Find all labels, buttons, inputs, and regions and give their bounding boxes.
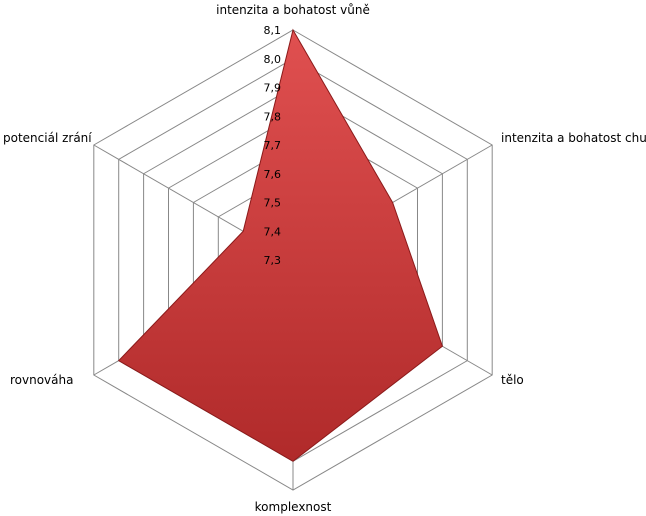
series-area bbox=[117, 28, 443, 462]
category-label: tělo bbox=[501, 373, 524, 387]
radar-category-labels: intenzita a bohatost vůně intenzita a boh… bbox=[3, 3, 646, 514]
category-label: rovnováha bbox=[10, 373, 73, 387]
tick-label: 7,9 bbox=[264, 82, 282, 95]
tick-label: 8,1 bbox=[264, 24, 282, 37]
category-label: komplexnost bbox=[255, 500, 332, 514]
tick-label: 7,4 bbox=[264, 225, 282, 238]
tick-label: 7,3 bbox=[264, 254, 282, 267]
tick-label: 7,5 bbox=[264, 197, 282, 210]
tick-label: 8,0 bbox=[264, 53, 282, 66]
radar-series bbox=[117, 28, 443, 462]
category-label: intenzita a bohatost vůně bbox=[216, 3, 370, 17]
tick-label: 7,6 bbox=[264, 168, 282, 181]
category-label: potenciál zrání bbox=[3, 131, 92, 145]
radar-tick-labels: 7,3 7,4 7,5 7,6 7,7 7,8 7,9 8,0 8,1 bbox=[264, 24, 282, 267]
category-label: intenzita a bohatost chuti bbox=[501, 131, 646, 145]
tick-label: 7,7 bbox=[264, 139, 282, 152]
tick-label: 7,8 bbox=[264, 110, 282, 123]
